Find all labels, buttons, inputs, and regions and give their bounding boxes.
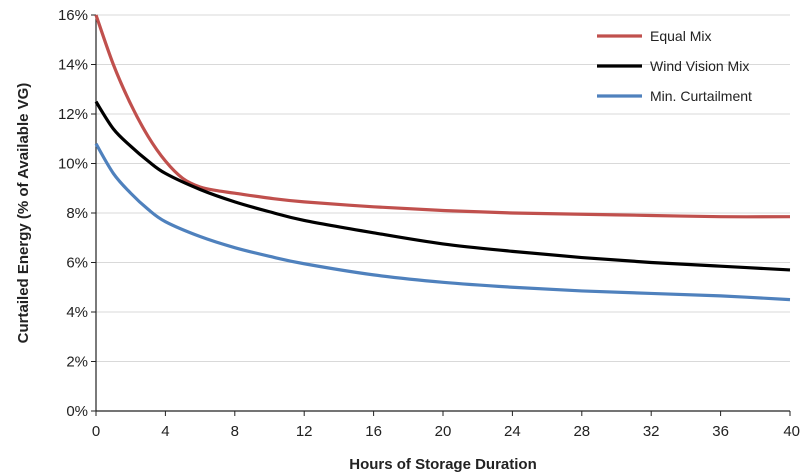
- gridlines: [96, 14, 790, 362]
- x-tick-label-4: 16: [365, 423, 382, 440]
- y-tick-label-7: 14%: [58, 57, 88, 74]
- x-tick-label-2: 8: [231, 423, 239, 440]
- legend-label-equal-mix: Equal Mix: [650, 28, 711, 44]
- series-lines: [94, 14, 791, 302]
- x-tick-label-7: 28: [573, 423, 590, 440]
- series-line-wind-vision-mix: [94, 100, 791, 272]
- legend: Equal Mix Wind Vision Mix Min. Curtailment: [597, 28, 752, 104]
- legend-label-min-curtailment: Min. Curtailment: [650, 88, 752, 104]
- y-tick-label-2: 4%: [66, 304, 88, 321]
- series-line-equal-mix: [94, 14, 791, 219]
- x-tick-label-3: 12: [296, 423, 313, 440]
- x-axis-ticks: 0 4 8 12 16 20 24 28 32 36 40: [92, 411, 800, 440]
- y-tick-label-6: 12%: [58, 106, 88, 123]
- y-axis-title: Curtailed Energy (% of Available VG): [15, 83, 32, 344]
- y-tick-label-4: 8%: [66, 205, 88, 222]
- series-line-min-curtailment: [94, 142, 791, 302]
- y-axis-ticks: 0% 2% 4% 6% 8% 10% 12% 14% 16%: [58, 7, 96, 420]
- x-tick-label-5: 20: [435, 423, 452, 440]
- x-axis-title: Hours of Storage Duration: [349, 456, 537, 473]
- legend-label-wind-vision-mix: Wind Vision Mix: [650, 58, 749, 74]
- y-tick-label-5: 10%: [58, 156, 88, 173]
- x-tick-label-9: 36: [712, 423, 729, 440]
- y-tick-label-0: 0%: [66, 403, 88, 420]
- x-tick-label-6: 24: [504, 423, 521, 440]
- x-tick-label-0: 0: [92, 423, 100, 440]
- y-tick-label-8: 16%: [58, 7, 88, 24]
- y-tick-label-1: 2%: [66, 354, 88, 371]
- x-tick-label-10: 40: [783, 423, 800, 440]
- x-tick-label-8: 32: [643, 423, 660, 440]
- y-tick-label-3: 6%: [66, 255, 88, 272]
- x-tick-label-1: 4: [161, 423, 169, 440]
